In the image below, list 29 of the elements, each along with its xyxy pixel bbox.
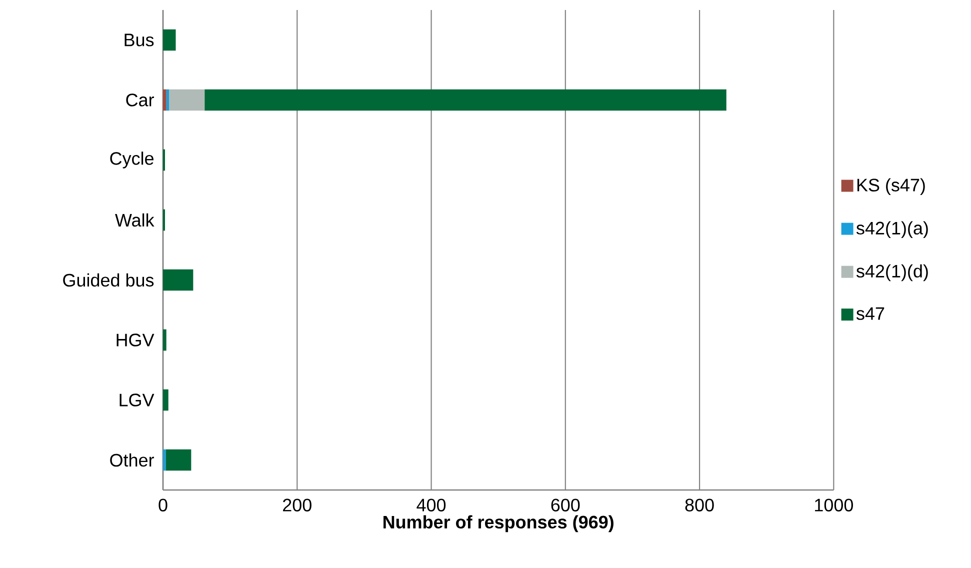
bar bbox=[163, 269, 194, 291]
legend-label: s42(1)(d) bbox=[856, 264, 928, 282]
legend-label: KS (s47) bbox=[857, 178, 925, 196]
bar bbox=[166, 449, 192, 471]
y-tick-label: Cycle bbox=[110, 152, 154, 168]
x-tick-label: 400 bbox=[416, 498, 446, 512]
bar bbox=[163, 449, 166, 471]
y-tick-label: Car bbox=[126, 94, 154, 106]
x-tick-label: 200 bbox=[283, 498, 312, 512]
legend-label: s47 bbox=[856, 307, 884, 320]
bar bbox=[204, 89, 726, 111]
bar bbox=[163, 329, 166, 351]
y-tick-label: LGV bbox=[120, 394, 154, 406]
y-tick-label: Bus bbox=[124, 34, 154, 46]
x-tick-label: 800 bbox=[685, 498, 714, 512]
x-tick-label: 1000 bbox=[815, 498, 853, 512]
x-tick-label: 0 bbox=[158, 498, 168, 512]
legend-label: s42(1)(a) bbox=[856, 221, 928, 238]
x-tick-label: 600 bbox=[551, 498, 580, 512]
y-tick-label: Other bbox=[110, 453, 154, 467]
y-tick-label: Guided bus bbox=[63, 273, 154, 287]
x-axis-title: Number of responses (969) bbox=[384, 515, 614, 532]
bar bbox=[163, 89, 166, 111]
bar bbox=[169, 89, 205, 111]
bar bbox=[163, 29, 176, 51]
bar bbox=[163, 389, 168, 411]
y-tick-label: Walk bbox=[115, 213, 154, 227]
y-tick-label: HGV bbox=[116, 334, 154, 346]
bar bbox=[166, 89, 170, 111]
